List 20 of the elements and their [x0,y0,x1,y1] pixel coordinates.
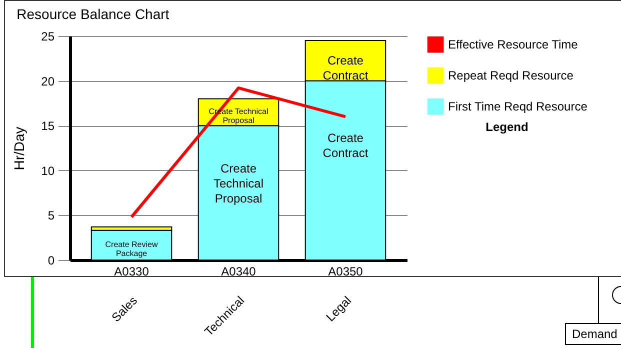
chart-title: Resource Balance Chart [16,6,170,22]
y-tick-label: 10 [41,164,55,178]
data-label: Create Contract [322,54,369,83]
y-tick-label: 25 [41,30,55,44]
legend-label: Effective Resource Time [448,38,578,52]
legend-title: Legend [486,120,528,134]
y-axis-title: Hr/Day [11,126,28,170]
legend-label: First Time Reqd Resource [448,100,588,114]
x-tick-label: A0330 [114,264,150,278]
x-tick-label: A0340 [221,264,256,278]
y-tick-label: 5 [48,208,55,223]
text: Demand [565,323,621,345]
y-tick-label: 15 [41,119,55,134]
legend-label: Repeat Reqd Resource [448,68,574,82]
data-label: Create Contract [322,131,369,160]
data-label: Create Review Package [105,240,158,258]
data-label: Create Technical Proposal [213,162,264,206]
y-tick-label: 20 [41,74,55,88]
y-tick-label: 0 [48,254,55,268]
x-tick-label: A0350 [328,264,364,278]
